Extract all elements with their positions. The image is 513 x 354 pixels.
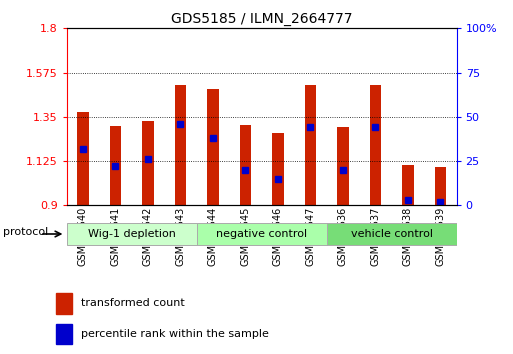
- Text: protocol: protocol: [3, 227, 49, 236]
- Text: percentile rank within the sample: percentile rank within the sample: [81, 329, 268, 339]
- Bar: [370, 85, 381, 205]
- Title: GDS5185 / ILMN_2664777: GDS5185 / ILMN_2664777: [171, 12, 352, 26]
- Bar: [272, 132, 284, 205]
- Bar: [402, 165, 413, 205]
- Bar: [77, 112, 89, 205]
- FancyBboxPatch shape: [67, 223, 196, 245]
- FancyBboxPatch shape: [196, 223, 327, 245]
- Bar: [240, 125, 251, 205]
- Text: transformed count: transformed count: [81, 298, 184, 308]
- Bar: [56, 324, 72, 344]
- Bar: [110, 126, 121, 205]
- FancyBboxPatch shape: [327, 223, 457, 245]
- Bar: [175, 85, 186, 205]
- Bar: [142, 121, 153, 205]
- Bar: [207, 89, 219, 205]
- Bar: [435, 167, 446, 205]
- Text: vehicle control: vehicle control: [350, 229, 432, 239]
- Bar: [305, 85, 316, 205]
- Bar: [56, 293, 72, 314]
- Text: negative control: negative control: [216, 229, 307, 239]
- Text: Wig-1 depletion: Wig-1 depletion: [88, 229, 175, 239]
- Bar: [337, 127, 348, 205]
